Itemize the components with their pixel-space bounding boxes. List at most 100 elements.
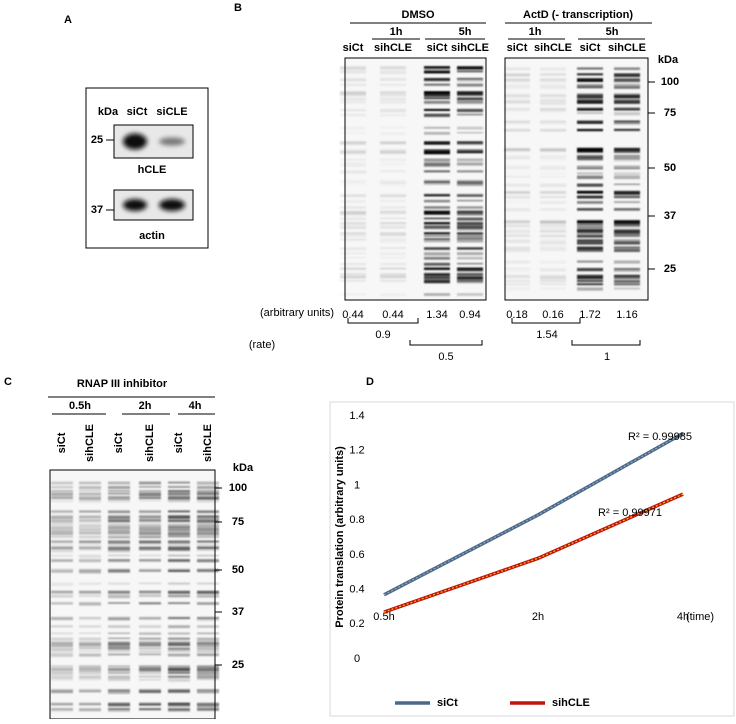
band — [504, 99, 530, 103]
band — [168, 510, 190, 513]
band — [457, 141, 483, 143]
band — [504, 84, 530, 87]
blot-band — [123, 199, 147, 211]
band — [614, 279, 640, 283]
time-label: 5h — [459, 26, 472, 38]
band — [197, 675, 219, 679]
band — [51, 535, 73, 538]
band — [424, 262, 450, 266]
band — [504, 172, 530, 174]
band — [540, 176, 566, 178]
bracket — [571, 340, 641, 346]
band — [380, 170, 406, 173]
band — [504, 167, 530, 170]
band — [457, 113, 483, 116]
band — [108, 616, 130, 621]
band — [79, 543, 101, 547]
band — [504, 148, 530, 151]
marker-label: 37 — [91, 204, 103, 216]
band — [197, 690, 219, 694]
band — [577, 99, 603, 103]
band — [380, 149, 406, 153]
band — [457, 262, 483, 265]
column-header: kDa — [98, 106, 119, 118]
band — [457, 149, 483, 152]
band — [51, 554, 73, 557]
band — [197, 594, 219, 598]
band — [51, 559, 73, 562]
band — [79, 520, 101, 524]
band — [380, 252, 406, 256]
band — [139, 668, 161, 672]
band — [614, 129, 640, 132]
band — [108, 535, 130, 539]
band — [51, 495, 73, 500]
band — [424, 199, 450, 203]
band — [380, 101, 406, 104]
band — [614, 223, 640, 227]
band — [457, 247, 483, 250]
band — [540, 220, 566, 224]
blot-band — [159, 137, 185, 146]
band — [504, 225, 530, 228]
band — [504, 276, 530, 279]
band — [504, 279, 530, 283]
band — [340, 262, 366, 266]
band — [108, 481, 130, 485]
trend-line — [383, 432, 684, 596]
band — [380, 68, 406, 71]
gel — [49, 469, 216, 720]
band — [197, 644, 219, 648]
band — [540, 225, 566, 229]
band — [108, 637, 130, 640]
band — [108, 582, 130, 585]
band — [577, 200, 603, 204]
marker-label: 25 — [664, 263, 676, 275]
band — [51, 520, 73, 524]
band — [457, 83, 483, 86]
band — [108, 568, 130, 572]
band — [340, 211, 366, 215]
band — [168, 703, 190, 707]
band — [51, 702, 73, 705]
band — [380, 113, 406, 117]
band — [504, 229, 530, 232]
rate-value: 1.54 — [536, 329, 557, 341]
band — [540, 283, 566, 285]
band — [577, 112, 603, 114]
y-axis-label: Protein translation (arbitrary units) — [334, 446, 346, 628]
band — [424, 149, 450, 153]
lane-label: siCt — [427, 42, 448, 54]
band — [577, 121, 603, 124]
band — [540, 241, 566, 246]
band — [197, 481, 219, 485]
band — [79, 554, 101, 558]
band — [51, 668, 73, 670]
band — [424, 222, 450, 225]
band — [380, 223, 406, 225]
band — [380, 280, 406, 283]
band — [614, 231, 640, 235]
band — [540, 231, 566, 233]
band — [540, 183, 566, 188]
band — [108, 632, 130, 635]
band — [108, 526, 130, 530]
band — [139, 499, 161, 502]
band — [457, 206, 483, 209]
band — [51, 485, 73, 490]
band — [380, 83, 406, 85]
band — [79, 516, 101, 519]
band — [197, 602, 219, 605]
band — [79, 531, 101, 535]
unit-value: 0.44 — [382, 309, 403, 321]
band — [139, 490, 161, 493]
band — [108, 669, 130, 672]
band — [79, 594, 101, 597]
band — [51, 632, 73, 635]
band — [457, 232, 483, 235]
column-header: siCt — [127, 106, 148, 118]
band — [197, 678, 219, 681]
kda-label: kDa — [233, 462, 254, 474]
band — [504, 246, 530, 250]
band — [457, 272, 483, 275]
